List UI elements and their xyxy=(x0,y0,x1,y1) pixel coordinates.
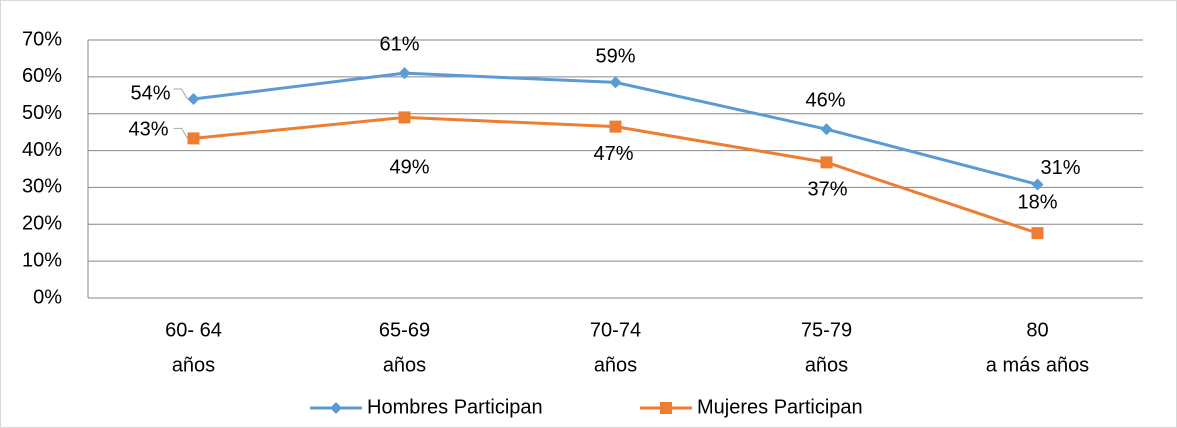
y-tick-label: 50% xyxy=(22,102,62,124)
marker xyxy=(609,76,622,89)
x-tick-label: años xyxy=(594,354,637,376)
data-label: 61% xyxy=(379,33,419,55)
data-label: 47% xyxy=(593,143,633,165)
y-tick-label: 60% xyxy=(22,65,62,87)
x-tick-label: 75-79 xyxy=(801,319,852,341)
y-tick-label: 30% xyxy=(22,176,62,198)
data-label: 59% xyxy=(595,46,635,68)
x-tick-label: 80 xyxy=(1026,319,1048,341)
marker xyxy=(1031,178,1044,191)
marker xyxy=(609,120,622,133)
legend-label: Hombres Participan xyxy=(367,396,543,418)
y-tick-label: 20% xyxy=(22,213,62,235)
marker xyxy=(398,111,411,124)
y-tick-label: 40% xyxy=(22,139,62,161)
data-label: 54% xyxy=(130,82,170,104)
x-tick-label: 70-74 xyxy=(590,319,641,341)
y-tick-label: 70% xyxy=(22,28,62,50)
x-tick-label: años xyxy=(172,354,215,376)
x-tick-label: 60- 64 xyxy=(165,319,222,341)
marker xyxy=(820,123,833,136)
data-label: 43% xyxy=(128,119,168,141)
marker xyxy=(820,156,833,169)
x-tick-label: años xyxy=(805,354,848,376)
data-label: 49% xyxy=(389,157,429,179)
marker xyxy=(398,67,411,80)
legend-marker xyxy=(330,402,342,414)
x-tick-label: años xyxy=(383,354,426,376)
y-tick-label: 0% xyxy=(33,286,62,308)
legend-marker xyxy=(660,402,672,414)
marker xyxy=(1031,227,1044,240)
data-label: 31% xyxy=(1040,157,1080,179)
x-tick-label: a más años xyxy=(986,354,1089,376)
data-label: 46% xyxy=(805,89,845,111)
data-label: 37% xyxy=(807,179,847,201)
data-label: 18% xyxy=(1017,191,1057,213)
leader-line xyxy=(173,127,188,139)
legend-label: Mujeres Participan xyxy=(697,396,863,418)
x-tick-label: 65-69 xyxy=(379,319,430,341)
marker xyxy=(187,132,200,145)
y-tick-label: 10% xyxy=(22,249,62,271)
marker xyxy=(187,92,200,105)
leader-line xyxy=(173,88,188,100)
